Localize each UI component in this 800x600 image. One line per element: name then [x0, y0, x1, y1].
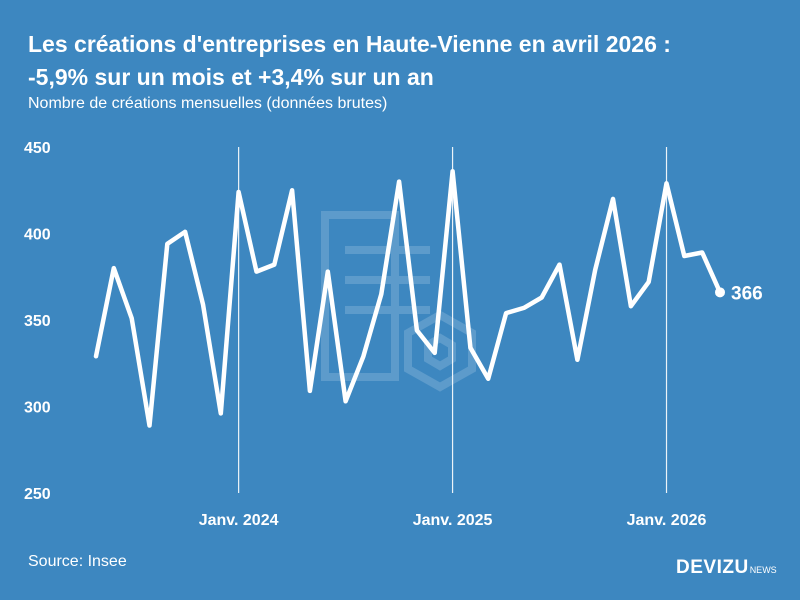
- chart-title: Les créations d'entreprises en Haute-Vie…: [28, 28, 778, 94]
- end-value-label: 366: [731, 283, 763, 304]
- y-tick-label-2: 350: [24, 313, 51, 330]
- x-tick-label-0: Janv. 2024: [199, 512, 279, 529]
- x-axis-ticks: Janv. 2024 Janv. 2025 Janv. 2026: [199, 512, 707, 529]
- title-line-1: Les créations d'entreprises en Haute-Vie…: [28, 31, 671, 57]
- x-tick-label-2: Janv. 2026: [627, 512, 707, 529]
- series-line: [93, 168, 723, 428]
- chart-subtitle: Nombre de créations mensuelles (données …: [28, 95, 388, 112]
- y-tick-label-0: 450: [24, 140, 51, 157]
- source-note: Source: Insee: [28, 553, 127, 570]
- x-tick-label-1: Janv. 2025: [413, 512, 493, 529]
- title-line-2: -5,9% sur un mois et +3,4% sur un an: [28, 64, 434, 90]
- y-axis-ticks: 450 400 350 300 250: [24, 140, 51, 503]
- y-tick-label-1: 400: [24, 227, 51, 244]
- watermark-logo: [321, 211, 476, 392]
- brand-suffix: NEWS: [749, 565, 777, 575]
- y-tick-label-3: 300: [24, 400, 51, 417]
- brand-logo: DEVIZUNEWS: [676, 557, 777, 581]
- y-tick-label-4: 250: [24, 486, 51, 503]
- brand-name: DEVIZU: [676, 557, 749, 578]
- end-point-marker: [715, 287, 725, 298]
